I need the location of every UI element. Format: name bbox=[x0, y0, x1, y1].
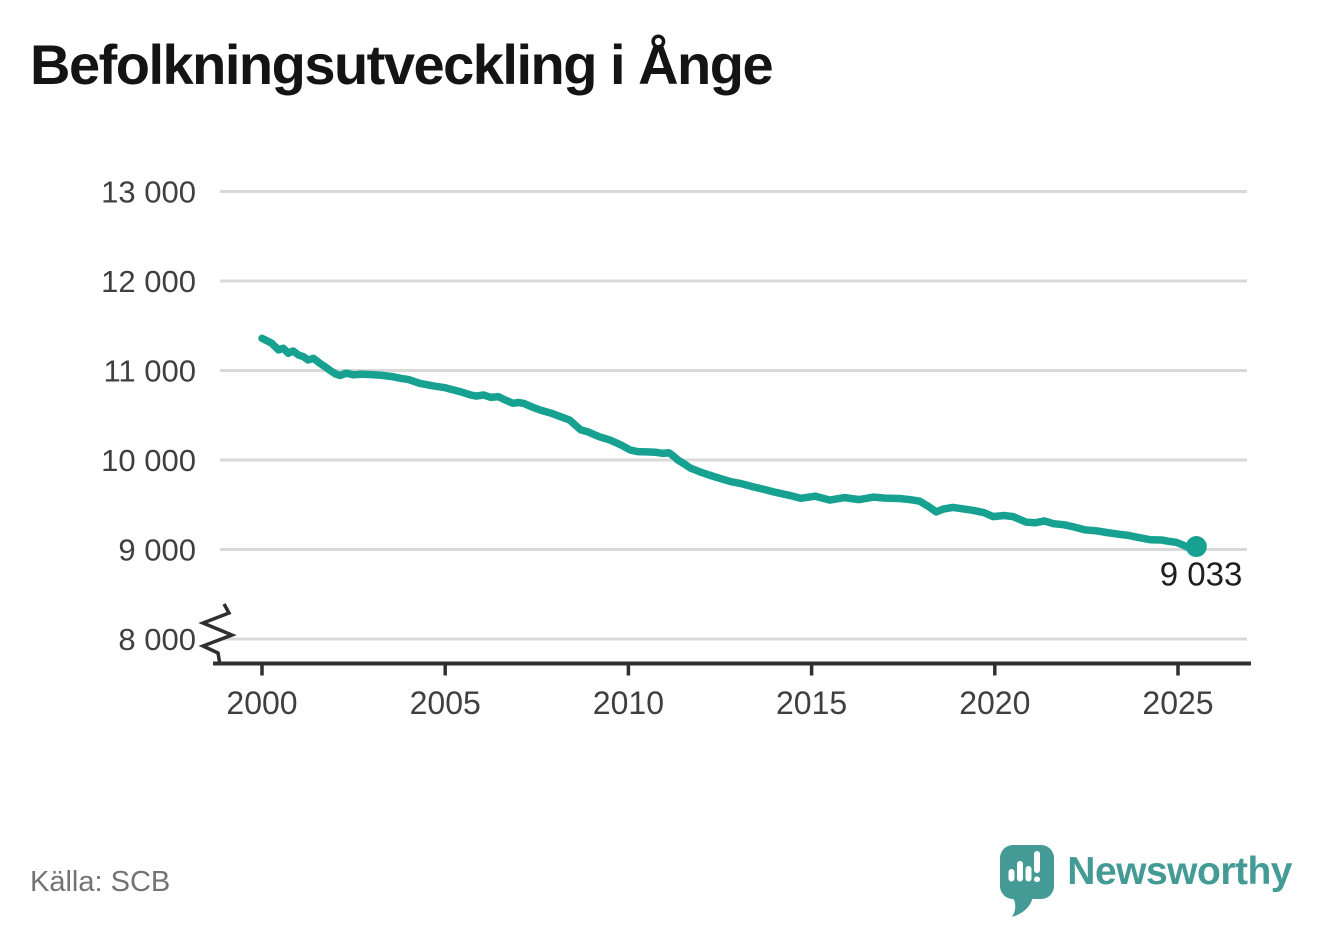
y-axis-break-icon bbox=[198, 603, 237, 666]
population-line-chart: 13 000 12 000 11 000 10 000 9 000 8 000 2000 20… bbox=[101, 175, 1251, 721]
x-tick-label-2020: 2020 bbox=[959, 685, 1030, 721]
y-tick-label-8000: 8 000 bbox=[118, 622, 196, 657]
end-point-marker bbox=[1185, 536, 1207, 558]
newsworthy-wordmark: Newsworthy bbox=[1067, 850, 1292, 893]
page-title: Befolkningsutveckling i Ånge bbox=[30, 33, 774, 96]
y-tick-label-10000: 10 000 bbox=[101, 443, 196, 478]
y-tick-label-13000: 13 000 bbox=[101, 175, 196, 210]
source-note: Källa: SCB bbox=[30, 866, 171, 898]
x-tick-label-2000: 2000 bbox=[226, 685, 297, 721]
x-tick-label-2010: 2010 bbox=[593, 685, 664, 721]
x-tick-label-2005: 2005 bbox=[410, 685, 481, 721]
newsworthy-logo-icon bbox=[1000, 845, 1055, 917]
population-line bbox=[258, 334, 1201, 553]
end-value-label: 9 033 bbox=[1160, 556, 1243, 593]
bar-chart-glyph bbox=[1008, 851, 1041, 882]
y-tick-label-12000: 12 000 bbox=[101, 264, 196, 299]
x-tick-label-2015: 2015 bbox=[776, 685, 847, 721]
y-tick-label-11000: 11 000 bbox=[103, 354, 196, 389]
y-tick-label-9000: 9 000 bbox=[118, 533, 196, 568]
newsworthy-branding: Newsworthy bbox=[1000, 845, 1292, 919]
x-tick-label-2025: 2025 bbox=[1142, 685, 1213, 721]
